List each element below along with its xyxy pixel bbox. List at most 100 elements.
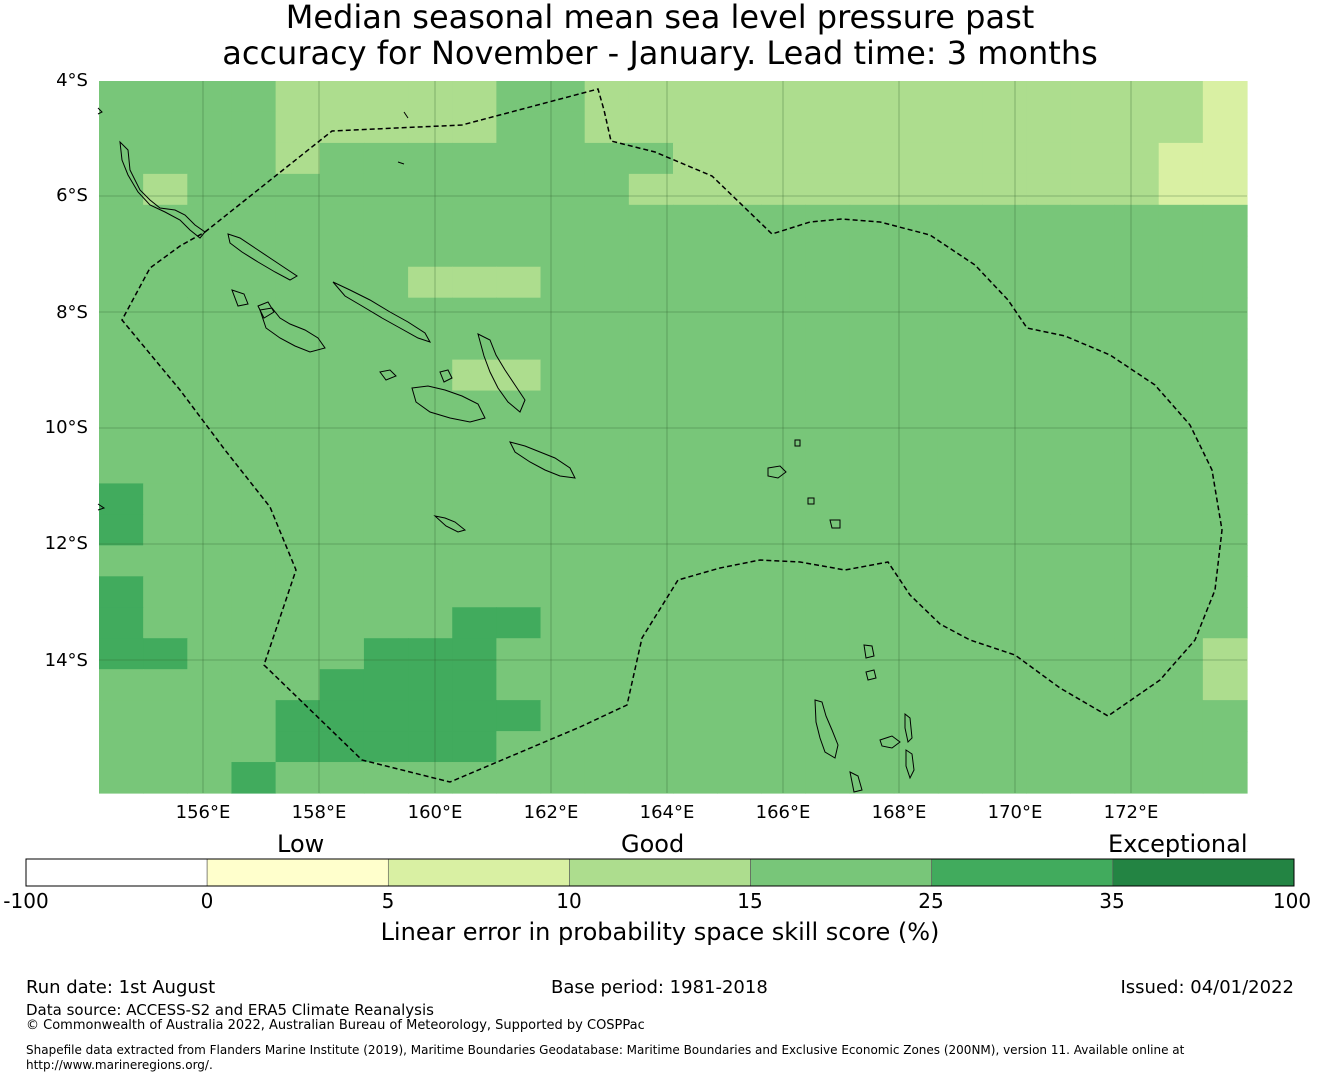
grid-cell: [628, 235, 674, 268]
grid-cell: [408, 483, 453, 515]
grid-cell: [1114, 235, 1160, 268]
grid-cell: [1158, 731, 1204, 763]
grid-cell: [1026, 297, 1071, 330]
coastline-small-5: [97, 503, 106, 511]
grid-cell: [452, 731, 497, 763]
grid-cell: [1114, 421, 1160, 454]
grid-cell: [143, 328, 188, 361]
grid-cell: [231, 483, 277, 515]
grid-cell: [717, 81, 762, 113]
grid-cell: [717, 762, 762, 794]
grid-cell: [1114, 731, 1160, 763]
grid-cell: [982, 731, 1027, 763]
grid-cell: [275, 81, 321, 113]
grid-cell: [275, 235, 321, 268]
grid-cell: [673, 421, 718, 454]
grid-cell: [805, 173, 851, 206]
grid-cell: [496, 607, 542, 639]
colorbar-label: Linear error in probability space skill …: [380, 918, 940, 946]
grid-cell: [893, 142, 939, 175]
grid-cell: [628, 111, 674, 144]
grid-cell: [408, 328, 453, 361]
grid-cell: [1202, 359, 1248, 392]
colorbar-bin: [206, 858, 389, 887]
grid-cell: [1158, 390, 1204, 423]
chart-title-line-2: accuracy for November - January. Lead ti…: [222, 34, 1098, 72]
colorbar-bin: [387, 858, 570, 887]
grid-cell: [1158, 111, 1204, 144]
grid-cell: [805, 328, 851, 361]
grid-cell: [275, 204, 321, 237]
grid-cell: [717, 173, 762, 206]
grid-cell: [893, 266, 939, 299]
grid-cell: [982, 483, 1027, 515]
grid-cell: [717, 235, 762, 268]
grid-cell: [496, 142, 542, 175]
grid-cell: [1114, 545, 1160, 577]
grid-cell: [982, 111, 1027, 144]
grid-cell: [99, 762, 144, 794]
grid-cell: [275, 421, 321, 454]
grid-cell: [1070, 514, 1116, 546]
grid-cell: [673, 81, 718, 113]
grid-cell: [584, 111, 630, 144]
grid-cell: [319, 204, 365, 237]
grid-cell: [363, 173, 409, 206]
grid-cell: [628, 576, 674, 608]
grid-cell: [1114, 576, 1160, 608]
grid-cell: [187, 638, 233, 670]
grid-cell: [584, 545, 630, 577]
grid-cell: [319, 111, 365, 144]
grid-cell: [319, 359, 365, 392]
grid-cell: [937, 452, 983, 485]
grid-cell: [584, 235, 630, 268]
grid-cell: [893, 514, 939, 546]
coastline-malekula: [879, 735, 901, 749]
grid-cell: [231, 359, 277, 392]
grid-cell: [893, 359, 939, 392]
grid-cell: [363, 700, 409, 732]
grid-cell: [761, 607, 807, 639]
grid-cell: [1070, 111, 1116, 144]
coastline-florida: [439, 369, 453, 383]
category-low: Low: [277, 830, 325, 858]
grid-cell: [540, 700, 586, 732]
grid-cell: [275, 638, 321, 670]
grid-cell: [99, 421, 144, 454]
grid-cell: [452, 328, 497, 361]
grid-cell: [496, 81, 542, 113]
grid-cell: [1202, 483, 1248, 515]
grid-cell: [982, 700, 1027, 732]
grid-cell: [452, 173, 497, 206]
grid-cell: [319, 328, 365, 361]
grid-cell: [496, 638, 542, 670]
grid-cell: [849, 607, 895, 639]
grid-cell: [761, 731, 807, 763]
grid-cell: [628, 390, 674, 423]
grid-cell: [540, 607, 586, 639]
grid-cell: [540, 81, 586, 113]
coastline-makira: [509, 441, 576, 479]
grid-cell: [982, 173, 1027, 206]
grid-cell: [982, 421, 1027, 454]
grid-cell: [1026, 514, 1071, 546]
grid-cell: [363, 576, 409, 608]
grid-cell: [805, 266, 851, 299]
grid-cell: [761, 359, 807, 392]
grid-cell: [408, 204, 453, 237]
grid-cell: [584, 700, 630, 732]
grid-cell: [231, 576, 277, 608]
grid-cell: [805, 483, 851, 515]
grid-cell: [1026, 81, 1071, 113]
grid-cell: [1158, 297, 1204, 330]
coastline-ontong: [397, 161, 405, 165]
grid-cell: [540, 359, 586, 392]
grid-cell: [363, 545, 409, 577]
grid-cell: [584, 607, 630, 639]
grid-cell: [99, 452, 144, 485]
grid-cell: [761, 142, 807, 175]
lat-label-12s: 12°S: [44, 533, 88, 554]
grid-cell: [363, 390, 409, 423]
coastline-efate-south: [849, 771, 863, 793]
grid-cell: [893, 328, 939, 361]
